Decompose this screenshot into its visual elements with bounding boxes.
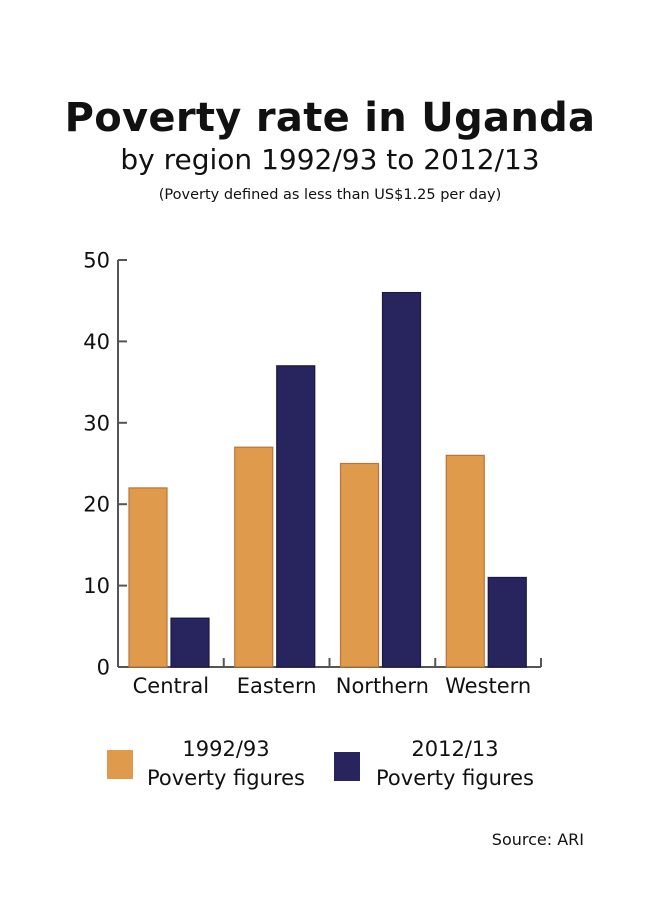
legend-label-2012: 2012/13 Poverty figures — [355, 735, 555, 793]
source-note: Source: ARI — [491, 830, 584, 849]
bar-western-1992 — [445, 454, 485, 668]
y-tick-label: 50 — [83, 249, 110, 273]
bar-central-2012 — [170, 617, 210, 668]
y-tick-label: 20 — [83, 493, 110, 517]
bar-northern-1992 — [339, 462, 380, 668]
x-tick-label: Western — [445, 674, 531, 698]
chart-note: (Poverty defined as less than US$1.25 pe… — [158, 187, 502, 203]
bar-western-2012 — [487, 576, 527, 668]
bar-eastern-2012 — [276, 365, 316, 668]
chart-subtitle: by region 1992/93 to 2012/13 — [120, 143, 540, 176]
bar-northern-2012 — [381, 291, 422, 668]
x-tick-label: Northern — [336, 674, 429, 698]
legend-label-1992-line2: Poverty figures — [147, 766, 305, 790]
legend-label-2012-line1: 2012/13 — [411, 737, 499, 761]
bar-eastern-1992 — [234, 446, 274, 668]
x-tick-label: Eastern — [237, 674, 317, 698]
legend-swatch-2012 — [334, 752, 360, 781]
y-tick-label: 10 — [83, 574, 110, 598]
legend-label-2012-line2: Poverty figures — [376, 766, 534, 790]
legend-label-1992: 1992/93 Poverty figures — [126, 735, 326, 793]
x-tick-label: Central — [133, 674, 209, 698]
chart-title: Poverty rate in Uganda — [64, 95, 596, 141]
y-tick-label: 30 — [83, 411, 110, 435]
legend-swatch-1992 — [107, 750, 133, 779]
y-tick-label: 40 — [83, 330, 110, 354]
bar-central-1992 — [128, 487, 168, 668]
y-tick-label: 0 — [97, 656, 110, 680]
legend-label-1992-line1: 1992/93 — [182, 737, 270, 761]
